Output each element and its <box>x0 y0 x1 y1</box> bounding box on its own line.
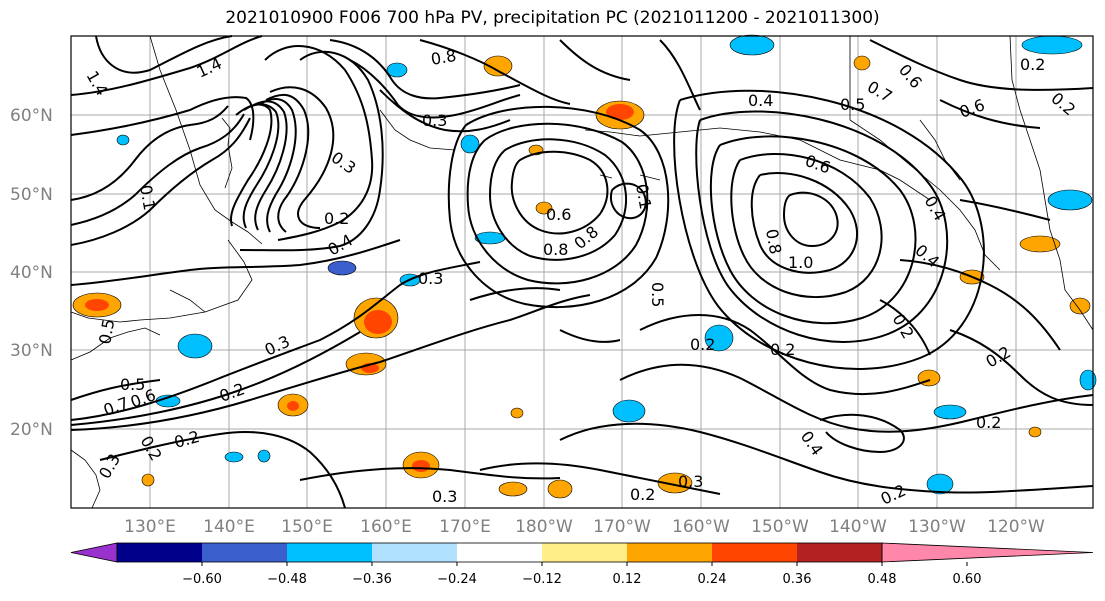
svg-text:0.2: 0.2 <box>976 413 1001 432</box>
colorbar-tick-label: −0.48 <box>267 572 307 587</box>
svg-text:0.6: 0.6 <box>546 205 571 224</box>
svg-text:0.3: 0.3 <box>422 111 447 130</box>
pv-contours <box>70 35 1094 509</box>
colorbar: −0.60 −0.48 −0.36 −0.24 −0.12 0.12 0.24 0.36 0.4… <box>70 542 1094 587</box>
colorbar-tick-label: 0.60 <box>953 572 982 587</box>
lon-label: 180°W <box>515 517 573 537</box>
svg-text:0.2: 0.2 <box>690 335 715 354</box>
svg-text:0.8: 0.8 <box>429 46 457 69</box>
lat-axis: 60°N 50°N 40°N 30°N 20°N <box>10 106 53 440</box>
colorbar-tick-label: 0.48 <box>868 572 897 587</box>
colorbar-bin <box>542 543 627 562</box>
lon-label: 150°E <box>281 517 333 537</box>
lon-label: 160°E <box>360 517 412 537</box>
lon-label: 130°W <box>908 517 966 537</box>
svg-text:0.3: 0.3 <box>432 487 457 506</box>
colorbar-bin <box>372 543 457 562</box>
svg-text:0.8: 0.8 <box>543 240 568 259</box>
colorbar-bin <box>627 543 712 562</box>
colorbar-tick-label: −0.12 <box>522 572 562 587</box>
lon-label: 140°W <box>829 517 887 537</box>
svg-text:0.5: 0.5 <box>840 95 865 114</box>
lon-axis: 130°E 140°E 150°E 160°E 170°E 180°W 170°… <box>124 517 1045 537</box>
colorbar-bin <box>712 543 797 562</box>
svg-text:0.5: 0.5 <box>648 282 667 307</box>
colorbar-tick-label: −0.36 <box>352 572 392 587</box>
svg-text:0.2: 0.2 <box>324 209 349 228</box>
colorbar-bin <box>457 543 542 562</box>
colorbar-tick-label: 0.36 <box>783 572 812 587</box>
map-frame <box>70 35 1094 509</box>
svg-text:1.0: 1.0 <box>788 253 813 272</box>
lon-label: 160°W <box>672 517 730 537</box>
precip-shading <box>72 34 1097 499</box>
colorbar-bin <box>117 543 202 562</box>
lon-label: 140°E <box>203 517 255 537</box>
svg-text:0.2: 0.2 <box>630 485 655 504</box>
lon-label: 130°E <box>124 517 176 537</box>
svg-text:0.5: 0.5 <box>120 375 145 394</box>
lon-label: 150°W <box>751 517 809 537</box>
map-title: 2021010900 F006 700 hPa PV, precipitatio… <box>225 8 880 28</box>
svg-text:0.1: 0.1 <box>136 183 159 211</box>
graticule <box>71 36 1093 508</box>
lat-label: 30°N <box>10 341 53 361</box>
colorbar-arrow-right <box>881 542 1094 563</box>
colorbar-tick-label: −0.60 <box>182 572 222 587</box>
colorbar-bin <box>202 543 287 562</box>
lat-label: 50°N <box>10 185 53 205</box>
colorbar-arrow-left <box>70 542 118 563</box>
svg-text:0.1: 0.1 <box>632 182 655 210</box>
lat-label: 20°N <box>10 420 53 440</box>
lat-label: 60°N <box>10 106 53 126</box>
colorbar-tick-label: 0.12 <box>613 572 642 587</box>
svg-text:0.5: 0.5 <box>95 317 118 345</box>
lon-label: 170°W <box>593 517 651 537</box>
lon-label: 170°E <box>439 517 491 537</box>
svg-text:0.3: 0.3 <box>418 269 443 288</box>
lon-label: 120°W <box>987 517 1045 537</box>
svg-text:0.2: 0.2 <box>770 340 795 359</box>
colorbar-bin <box>287 543 372 562</box>
lat-label: 40°N <box>10 263 53 283</box>
colorbar-tick-label: 0.24 <box>698 572 727 587</box>
svg-text:0.4: 0.4 <box>748 91 773 110</box>
svg-text:0.8: 0.8 <box>762 227 785 255</box>
colorbar-outline <box>116 542 883 563</box>
svg-text:0.2: 0.2 <box>1020 55 1045 74</box>
coastlines <box>70 35 1094 509</box>
svg-text:0.3: 0.3 <box>678 472 703 491</box>
colorbar-bin <box>797 543 882 562</box>
colorbar-tick-label: −0.24 <box>437 572 477 587</box>
